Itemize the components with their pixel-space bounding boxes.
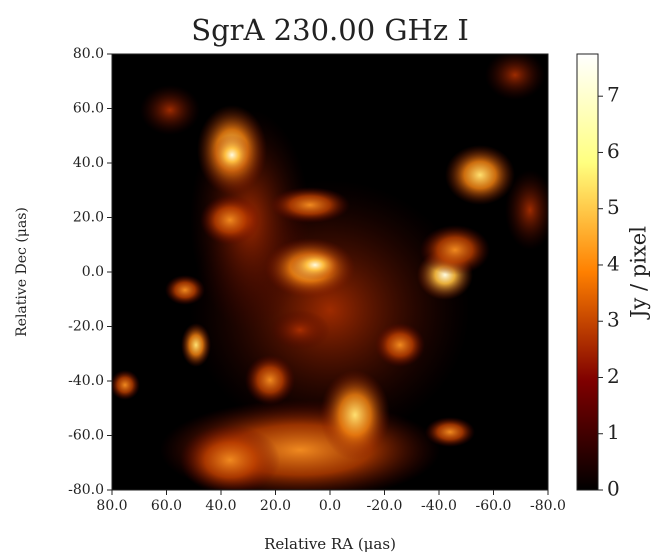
colorbar-tick-label: 0 (607, 477, 620, 501)
y-tick-label: -60.0 (68, 428, 104, 444)
emission-blob (140, 85, 200, 135)
emission-blob (420, 225, 490, 275)
x-axis-label: Relative RA (μas) (264, 535, 396, 553)
colorbar-label: Jy / pixel (627, 226, 651, 320)
chart-title: SgrA 230.00 GHz I (191, 13, 469, 47)
x-tick-label: 40.0 (205, 498, 236, 514)
emission-blob (425, 417, 475, 447)
y-tick-label: 80.0 (73, 46, 104, 62)
emission-blob (270, 310, 330, 350)
emission-blob (200, 195, 260, 245)
image (112, 54, 548, 490)
y-tick-label: 20.0 (73, 210, 104, 226)
x-tick-label: 60.0 (151, 498, 182, 514)
colorbar-tick-label: 5 (607, 195, 620, 219)
emission-blob (270, 187, 350, 223)
emission-blob (445, 145, 515, 205)
x-tick-label: -20.0 (367, 498, 403, 514)
y-tick-label: 40.0 (73, 155, 104, 171)
y-tick-label: -20.0 (68, 319, 104, 335)
x-tick-label: 20.0 (260, 498, 291, 514)
x-tick-label: -40.0 (421, 498, 457, 514)
colorbar-tick-label: 7 (607, 83, 620, 107)
emission-blob (181, 323, 211, 367)
emission-blob (112, 370, 140, 400)
emission-blob (180, 425, 280, 490)
y-tick-label: 0.0 (82, 264, 104, 280)
x-tick-label: 80.0 (96, 498, 127, 514)
colorbar-tick-label: 4 (607, 251, 620, 275)
colorbar-tick-label: 1 (607, 420, 620, 444)
x-tick-label: -60.0 (476, 498, 512, 514)
emission-blob (485, 54, 545, 100)
y-tick-label: -40.0 (68, 373, 104, 389)
emission-blob (290, 250, 340, 280)
colorbar-tick-label: 3 (607, 308, 620, 332)
emission-blob (212, 135, 252, 175)
emission-blob (165, 275, 205, 305)
emission-blob (505, 170, 548, 250)
emission-blob (375, 323, 425, 367)
y-tick-label: 60.0 (73, 101, 104, 117)
y-axis-label: Relative Dec (μas) (14, 207, 30, 337)
x-tick-label: -80.0 (530, 498, 566, 514)
emission-blob (320, 370, 390, 460)
colorbar-tick-label: 2 (607, 364, 620, 388)
emission (112, 54, 548, 490)
x-tick-label: 0.0 (319, 498, 341, 514)
emission-blob (245, 355, 295, 405)
y-tick-label: -80.0 (68, 482, 104, 498)
colorbar (576, 53, 599, 491)
colorbar-tick-label: 6 (607, 139, 620, 163)
